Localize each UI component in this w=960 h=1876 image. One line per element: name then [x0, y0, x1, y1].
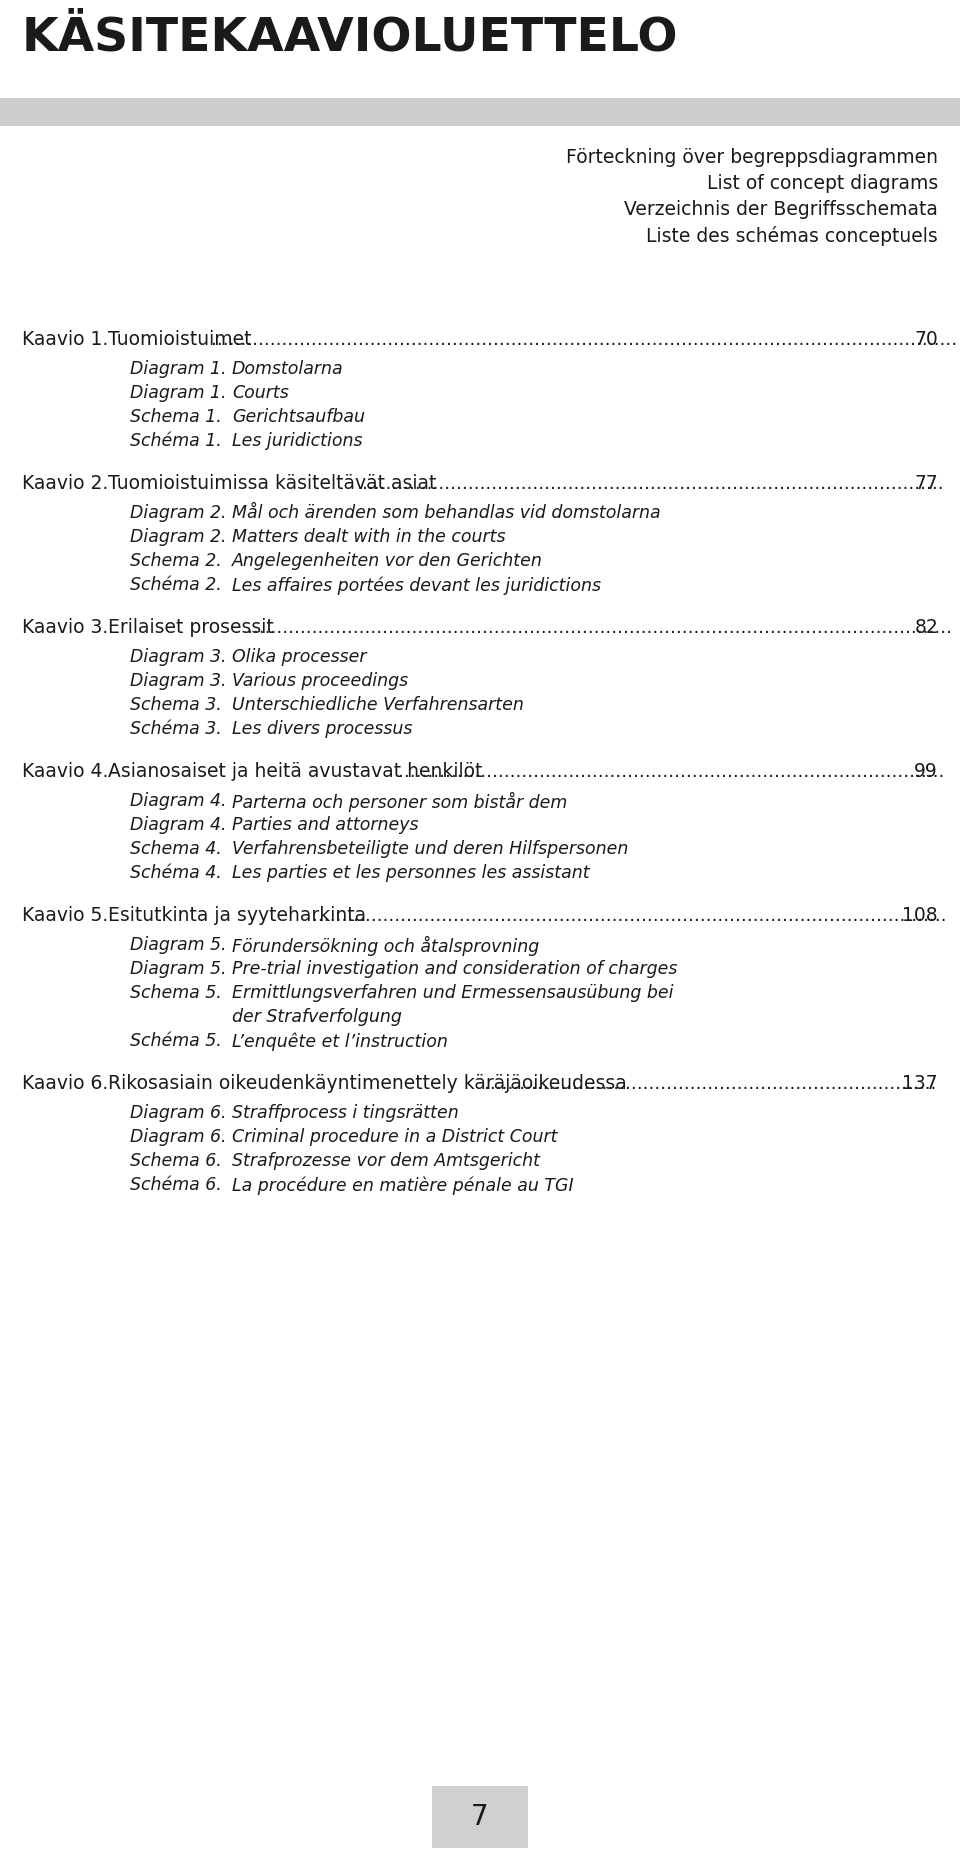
Text: Esitutkinta ja syyteharkinta: Esitutkinta ja syyteharkinta: [108, 906, 366, 925]
Text: 77: 77: [914, 475, 938, 493]
Text: Diagram 2.: Diagram 2.: [130, 527, 227, 546]
Text: Schéma 1.: Schéma 1.: [130, 431, 222, 450]
Text: Tuomioistuimet: Tuomioistuimet: [108, 330, 252, 349]
Text: der Strafverfolgung: der Strafverfolgung: [232, 1007, 402, 1026]
Text: Verfahrensbeteiligte und deren Hilfspersonen: Verfahrensbeteiligte und deren Hilfspers…: [232, 840, 629, 857]
Text: ................................................................................: ........................................…: [312, 906, 947, 925]
Text: Olika processer: Olika processer: [232, 647, 367, 666]
Text: Criminal procedure in a District Court: Criminal procedure in a District Court: [232, 1127, 558, 1146]
Text: Parterna och personer som bistår dem: Parterna och personer som bistår dem: [232, 792, 567, 812]
Text: ................................................................................: ........................................…: [211, 330, 957, 349]
Text: Asianosaiset ja heitä avustavat henkilöt: Asianosaiset ja heitä avustavat henkilöt: [108, 762, 482, 780]
Text: 70: 70: [914, 330, 938, 349]
Text: Liste des schémas conceptuels: Liste des schémas conceptuels: [646, 225, 938, 246]
Text: Schéma 2.: Schéma 2.: [130, 576, 222, 595]
Text: .............................................................................: ........................................…: [485, 1073, 937, 1094]
Text: ................................................................................: ........................................…: [398, 762, 945, 780]
Text: Diagram 1.: Diagram 1.: [130, 360, 227, 377]
Text: Courts: Courts: [232, 385, 289, 401]
Text: 82: 82: [914, 617, 938, 638]
Text: Erilaiset prosessit: Erilaiset prosessit: [108, 617, 274, 638]
Bar: [0, 98, 960, 126]
Text: Kaavio 5.: Kaavio 5.: [22, 906, 108, 925]
Text: Diagram 5.: Diagram 5.: [130, 936, 227, 955]
Text: Angelegenheiten vor den Gerichten: Angelegenheiten vor den Gerichten: [232, 552, 542, 570]
Text: Schema 2.: Schema 2.: [130, 552, 222, 570]
Text: KÄSITEKAAVIOLUETTELO: KÄSITEKAAVIOLUETTELO: [22, 15, 679, 60]
Text: Kaavio 6.: Kaavio 6.: [22, 1073, 108, 1094]
Text: Schema 1.: Schema 1.: [130, 407, 222, 426]
Text: Diagram 1.: Diagram 1.: [130, 385, 227, 401]
Text: Kaavio 2.: Kaavio 2.: [22, 475, 108, 493]
Text: Diagram 6.: Diagram 6.: [130, 1103, 227, 1122]
Text: Schéma 4.: Schéma 4.: [130, 865, 222, 882]
Text: Various proceedings: Various proceedings: [232, 672, 408, 690]
Text: Schéma 3.: Schéma 3.: [130, 720, 222, 737]
Text: Diagram 3.: Diagram 3.: [130, 672, 227, 690]
Bar: [432, 1786, 528, 1848]
Text: ................................................................................: ........................................…: [362, 475, 944, 493]
Text: Diagram 3.: Diagram 3.: [130, 647, 227, 666]
Text: List of concept diagrams: List of concept diagrams: [707, 174, 938, 193]
Text: Strafprozesse vor dem Amtsgericht: Strafprozesse vor dem Amtsgericht: [232, 1152, 540, 1171]
Text: Diagram 4.: Diagram 4.: [130, 816, 227, 835]
Text: Kaavio 4.: Kaavio 4.: [22, 762, 108, 780]
Text: Schema 4.: Schema 4.: [130, 840, 222, 857]
Text: Förundersökning och åtalsprovning: Förundersökning och åtalsprovning: [232, 936, 540, 957]
Text: Verzeichnis der Begriffsschemata: Verzeichnis der Begriffsschemata: [624, 201, 938, 219]
Text: 99: 99: [914, 762, 938, 780]
Text: ................................................................................: ........................................…: [247, 617, 951, 638]
Text: Straffprocess i tingsrätten: Straffprocess i tingsrätten: [232, 1103, 459, 1122]
Text: Tuomioistuimissa käsiteltävät asiat: Tuomioistuimissa käsiteltävät asiat: [108, 475, 437, 493]
Text: Förteckning över begreppsdiagrammen: Förteckning över begreppsdiagrammen: [566, 148, 938, 167]
Text: Unterschiedliche Verfahrensarten: Unterschiedliche Verfahrensarten: [232, 696, 524, 715]
Text: 7: 7: [471, 1803, 489, 1831]
Text: Schema 6.: Schema 6.: [130, 1152, 222, 1171]
Text: Ermittlungsverfahren und Ermessensausübung bei: Ermittlungsverfahren und Ermessensausübu…: [232, 985, 674, 1002]
Text: Les juridictions: Les juridictions: [232, 431, 363, 450]
Text: L’enquête et l’instruction: L’enquête et l’instruction: [232, 1032, 448, 1051]
Text: Diagram 2.: Diagram 2.: [130, 505, 227, 522]
Text: Diagram 6.: Diagram 6.: [130, 1127, 227, 1146]
Text: Les divers processus: Les divers processus: [232, 720, 413, 737]
Text: Parties and attorneys: Parties and attorneys: [232, 816, 419, 835]
Text: Pre-trial investigation and consideration of charges: Pre-trial investigation and consideratio…: [232, 961, 678, 977]
Text: Schema 5.: Schema 5.: [130, 985, 222, 1002]
Text: 108: 108: [902, 906, 938, 925]
Text: Schema 3.: Schema 3.: [130, 696, 222, 715]
Text: Domstolarna: Domstolarna: [232, 360, 344, 377]
Text: Schéma 5.: Schéma 5.: [130, 1032, 222, 1051]
Text: Rikosasiain oikeudenkäyntimenettely käräjäoikeudessa: Rikosasiain oikeudenkäyntimenettely kärä…: [108, 1073, 627, 1094]
Text: Diagram 5.: Diagram 5.: [130, 961, 227, 977]
Text: Les affaires portées devant les juridictions: Les affaires portées devant les juridict…: [232, 576, 601, 595]
Text: Les parties et les personnes les assistant: Les parties et les personnes les assista…: [232, 865, 589, 882]
Text: Mål och ärenden som behandlas vid domstolarna: Mål och ärenden som behandlas vid domsto…: [232, 505, 660, 522]
Text: Kaavio 1.: Kaavio 1.: [22, 330, 108, 349]
Text: Matters dealt with in the courts: Matters dealt with in the courts: [232, 527, 506, 546]
Text: Schéma 6.: Schéma 6.: [130, 1176, 222, 1193]
Text: 137: 137: [902, 1073, 938, 1094]
Text: La procédure en matière pénale au TGI: La procédure en matière pénale au TGI: [232, 1176, 574, 1195]
Text: Diagram 4.: Diagram 4.: [130, 792, 227, 810]
Text: Kaavio 3.: Kaavio 3.: [22, 617, 108, 638]
Text: Gerichtsaufbau: Gerichtsaufbau: [232, 407, 365, 426]
